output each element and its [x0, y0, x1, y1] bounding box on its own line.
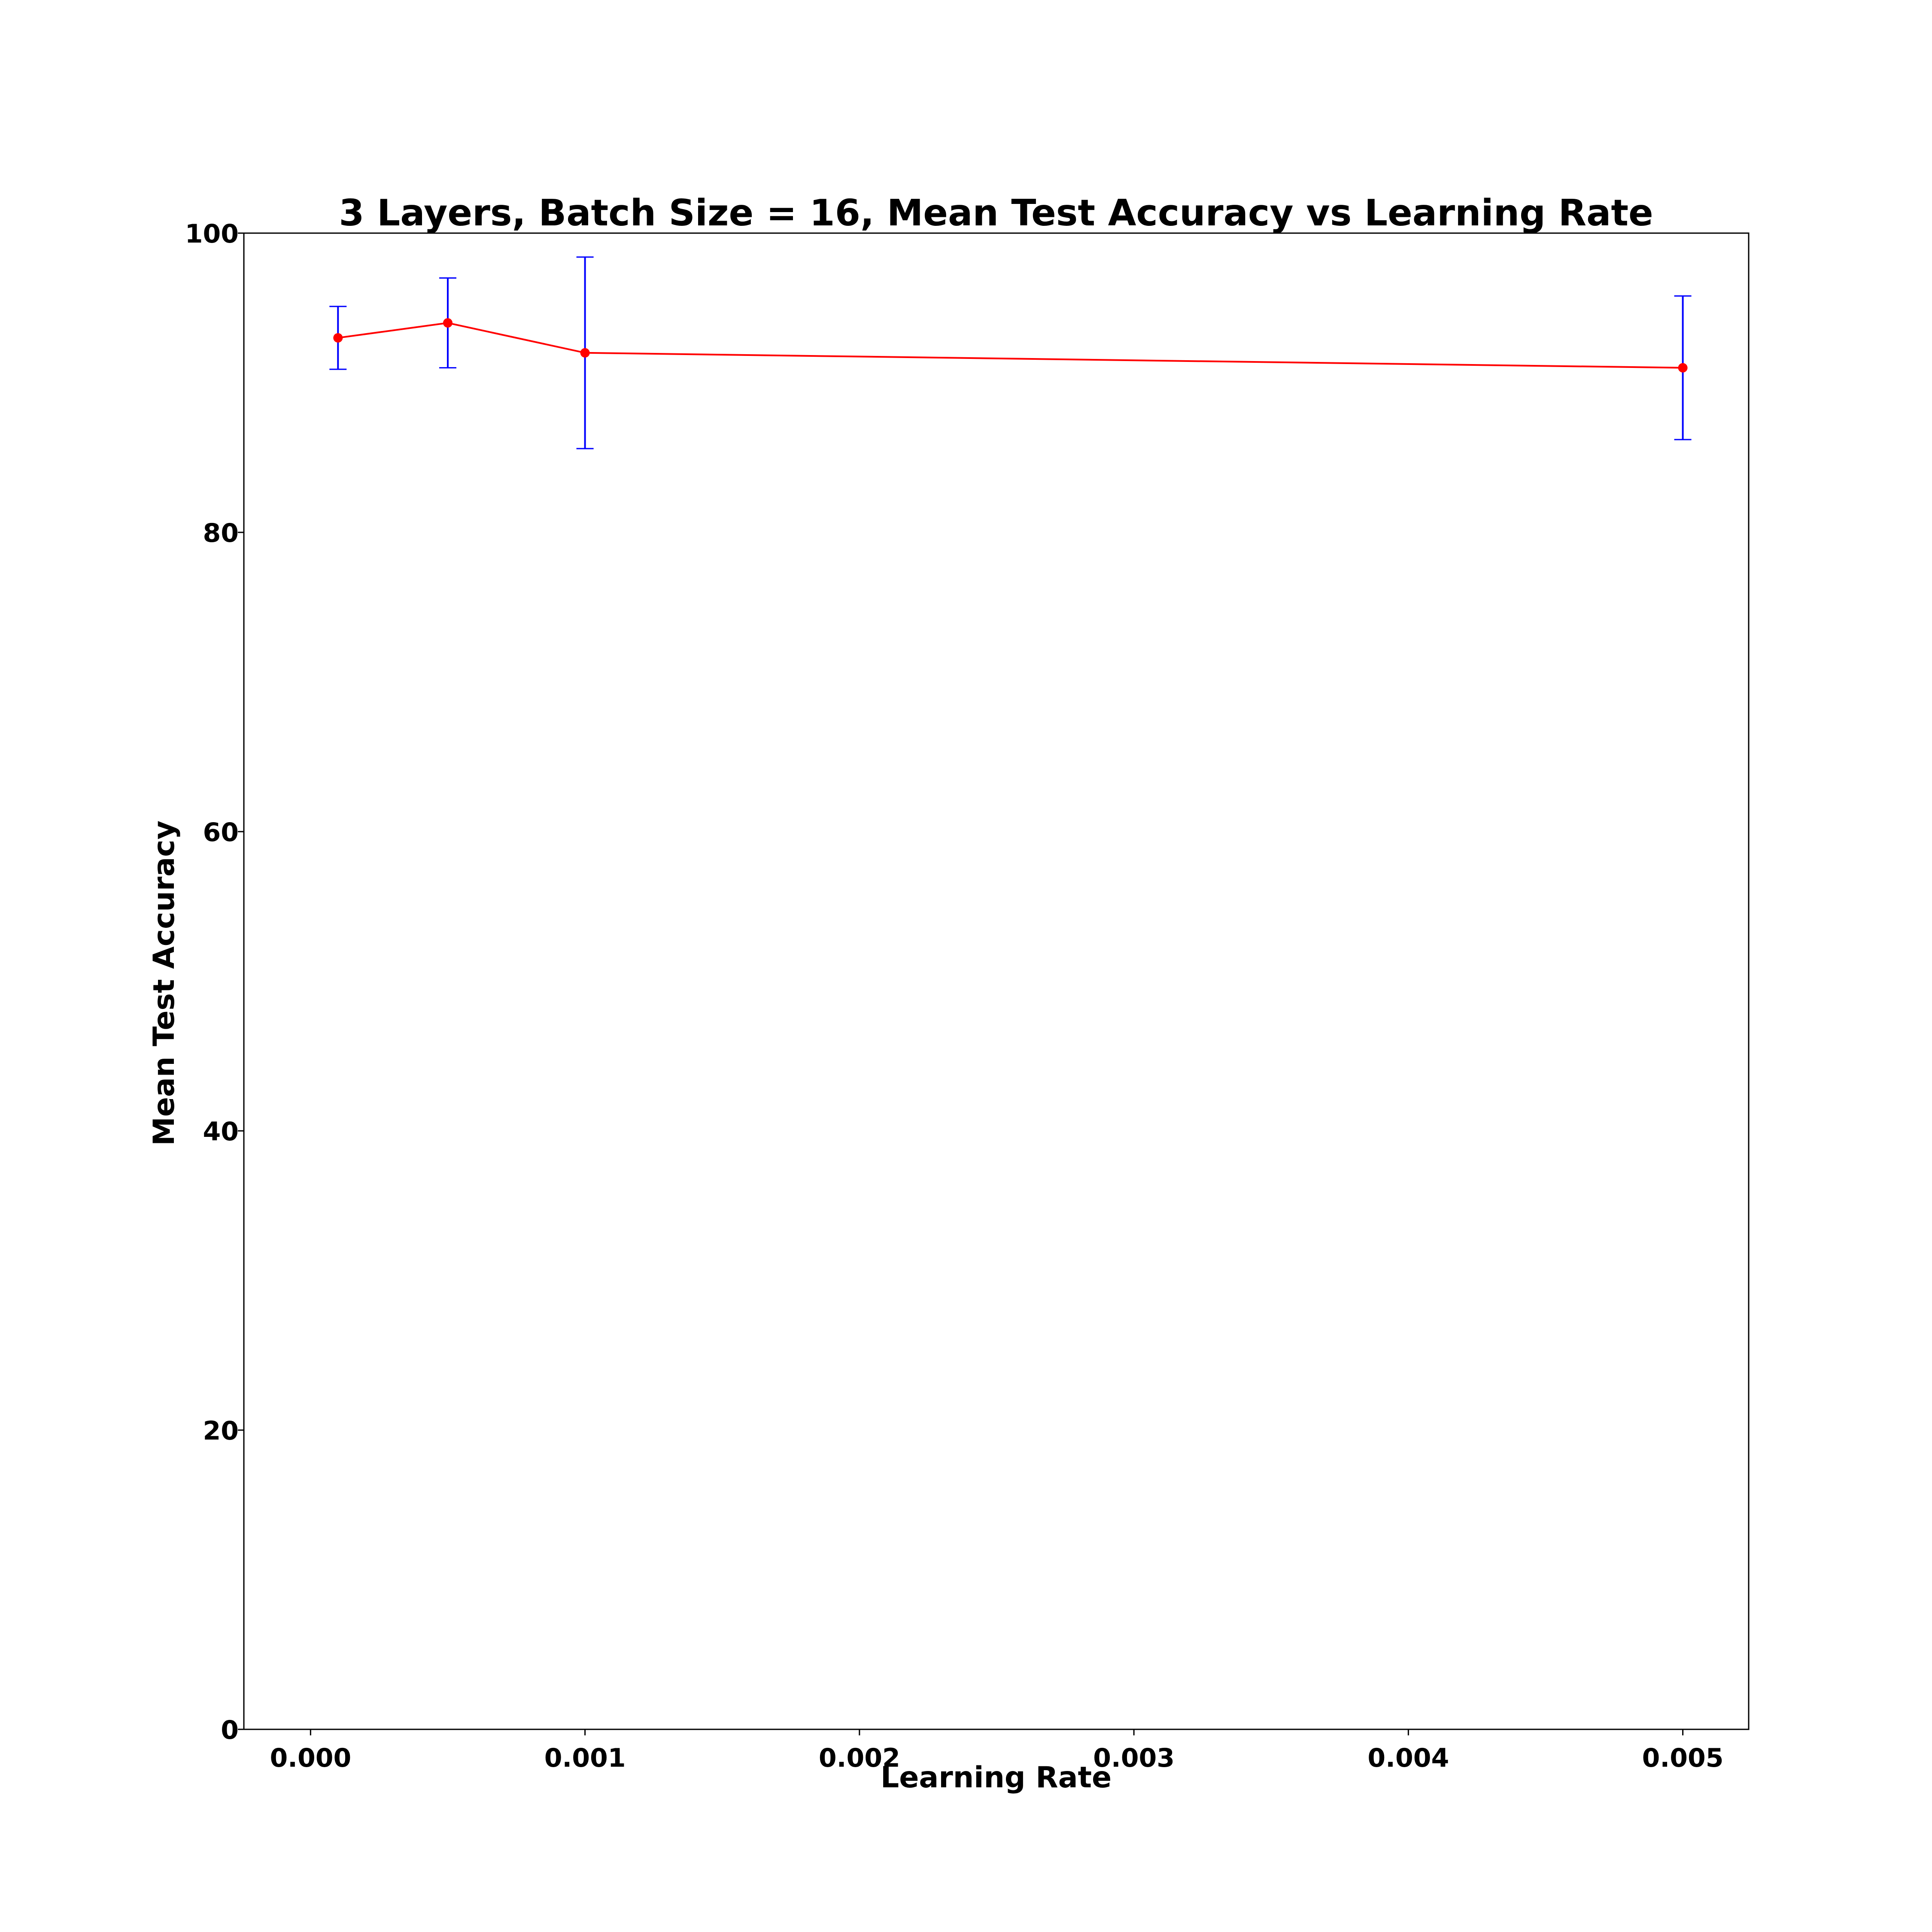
y-tick-label: 40: [203, 1117, 239, 1147]
data-point: [580, 348, 590, 358]
series-line: [337, 322, 1683, 369]
x-axis-label: Learning Rate: [881, 1761, 1112, 1795]
x-tick-label: 0.000: [270, 1743, 351, 1773]
x-tick-label: 0.003: [1093, 1743, 1175, 1773]
y-tick-label: 20: [203, 1416, 239, 1446]
data-point: [443, 318, 453, 328]
y-tick-label: 100: [185, 219, 239, 249]
data-point: [1678, 363, 1688, 373]
plot-area: 0.000 0.001 0.002 0.003 0.004 0.005 0 20 40 60 80 1…: [185, 219, 1750, 1773]
plot-frame: [243, 232, 1750, 1730]
y-tick-label: 60: [203, 817, 239, 848]
data-point: [333, 333, 343, 343]
chart-title: 3 Layers, Batch Size = 16, Mean Test Acc…: [339, 192, 1653, 234]
x-tick-label: 0.004: [1367, 1743, 1449, 1773]
y-tick-label: 80: [203, 518, 239, 548]
x-tick-label: 0.001: [544, 1743, 626, 1773]
x-tick-label: 0.005: [1642, 1743, 1724, 1773]
x-tick-label: 0.002: [819, 1743, 900, 1773]
y-axis-label: Mean Test Accuracy: [147, 820, 181, 1146]
y-tick-label: 0: [221, 1715, 239, 1745]
